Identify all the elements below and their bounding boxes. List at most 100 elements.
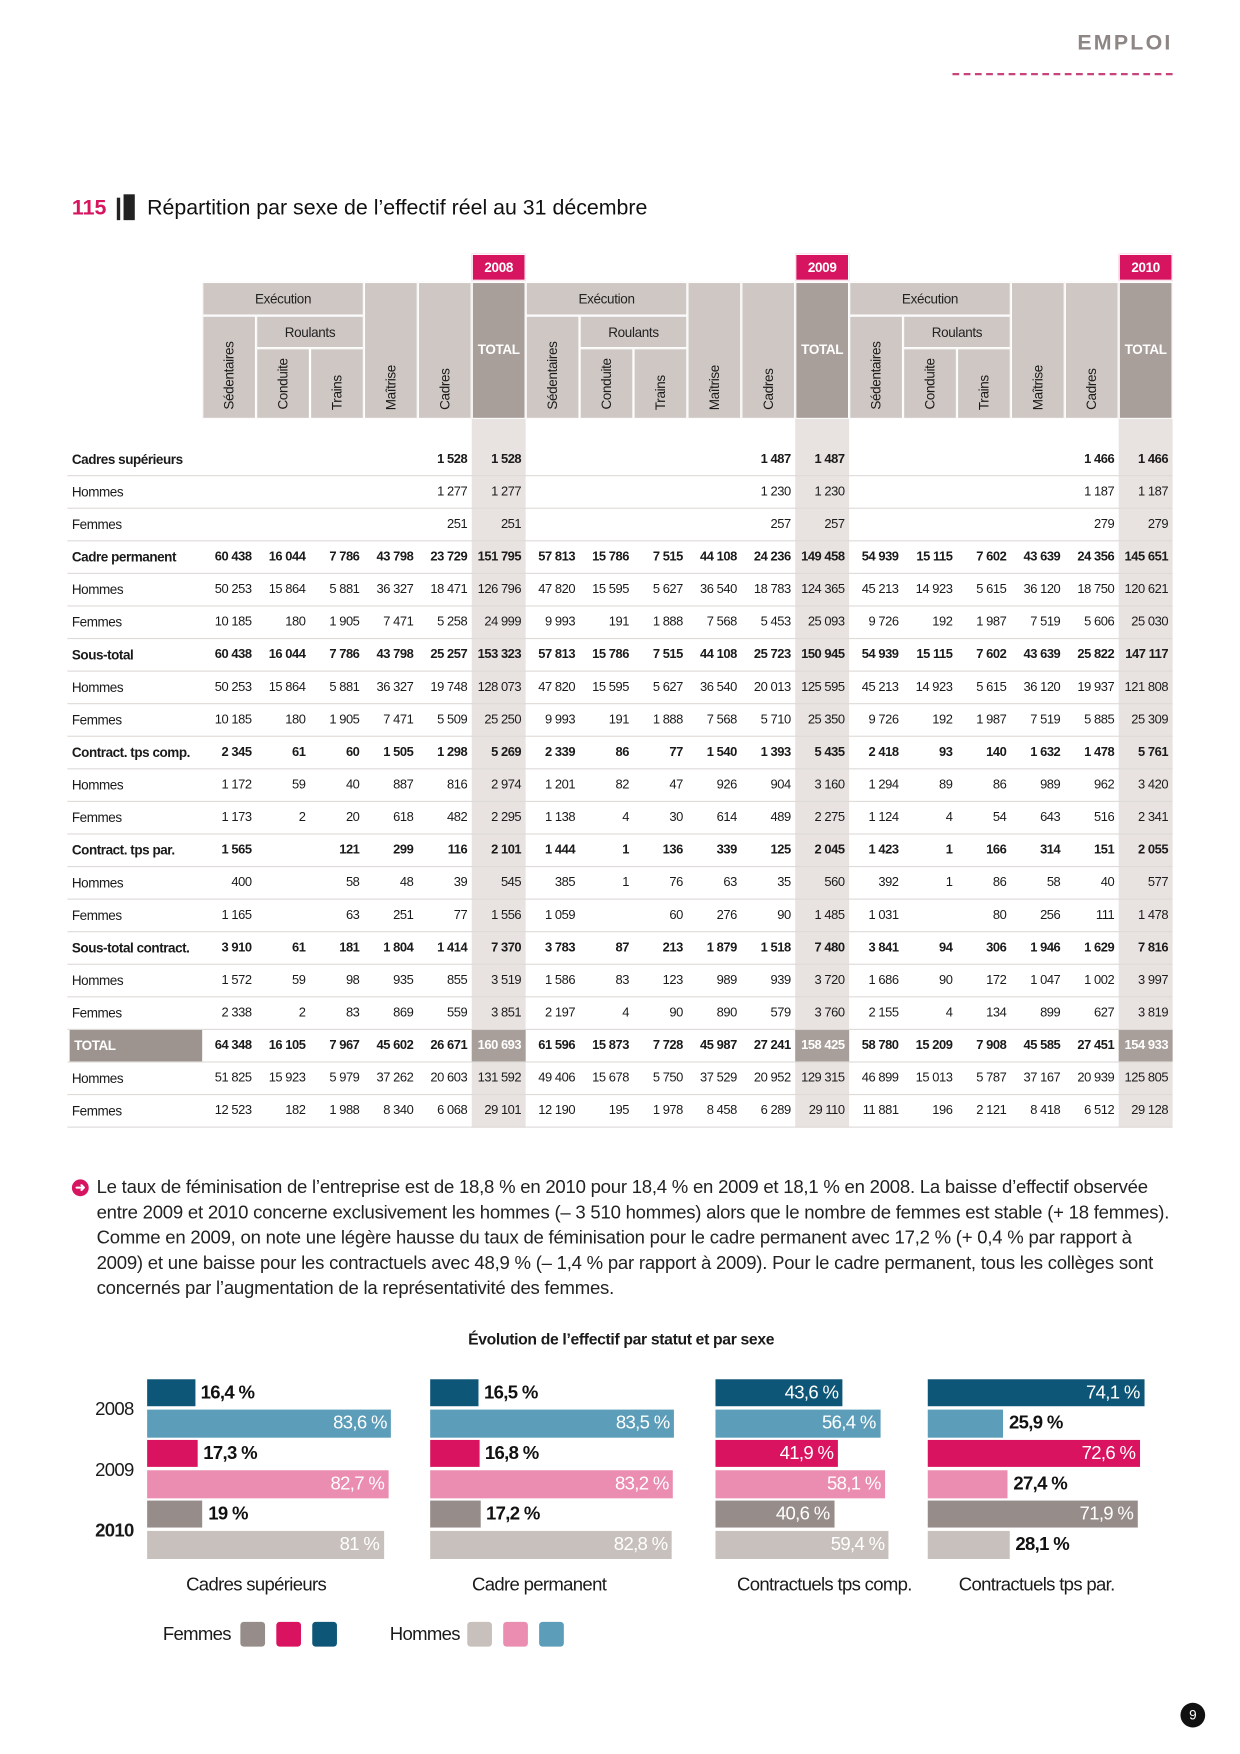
table-cell: 5 750 (652, 1071, 684, 1086)
table-cell: 7 370 (491, 941, 522, 955)
table-cell: 158 425 (795, 1029, 850, 1062)
table-cell: 40 (345, 778, 360, 792)
paragraph: Le taux de féminisation de l’entreprise … (96, 1177, 1170, 1299)
table-cell: 180 (285, 713, 306, 727)
table-cell: 29 101 (484, 1104, 522, 1118)
title-icon-thin (116, 197, 121, 221)
table-cell: 5 435 (814, 745, 846, 760)
table-cell: 47 820 (538, 680, 576, 695)
row-rule (67, 703, 1173, 705)
table-cell: 1 804 (383, 941, 414, 955)
value-label: 41,9 % (779, 1442, 834, 1463)
table-cell: 904 (770, 778, 792, 792)
table-cell: 1 201 (544, 778, 576, 792)
table-cell: 160 693 (471, 1029, 526, 1062)
legend-swatch (312, 1621, 337, 1647)
value-label: 71,9 % (1079, 1503, 1134, 1524)
table-cell: 339 (716, 843, 738, 857)
table-cell: 643 (1040, 810, 1061, 825)
table-cell: 83 (345, 1006, 360, 1020)
table-cell: 40 (1100, 876, 1115, 890)
value-label: 59,4 % (830, 1534, 885, 1555)
chart-caption: Cadre permanent (472, 1574, 607, 1595)
table-cell: 25 723 (753, 648, 791, 662)
row-label: Hommes (71, 972, 124, 989)
table-cell: 989 (716, 973, 738, 988)
table-cell: 926 (716, 778, 738, 792)
table-cell: 6 512 (1084, 1104, 1115, 1118)
header-column-text: Sédentaires (221, 341, 237, 410)
table-cell: 121 (339, 843, 360, 857)
table-cell: 43 639 (1023, 550, 1061, 564)
row-rule (67, 931, 1173, 933)
table-cell: 7 519 (1030, 615, 1061, 629)
table-cell: 5 615 (976, 582, 1007, 597)
table-cell: 869 (393, 1006, 414, 1020)
table-cell: 5 509 (437, 713, 468, 727)
table-cell: 392 (878, 876, 899, 890)
header-column-text: Conduite (598, 358, 615, 410)
table-cell: 116 (447, 843, 468, 857)
table-cell: 2 275 (814, 810, 846, 825)
table-cell: 1 172 (221, 778, 253, 792)
table-cell: 2 339 (544, 745, 576, 760)
table-cell: 7 602 (976, 550, 1007, 564)
table-cell: 5 881 (329, 582, 360, 597)
bar (715, 1500, 835, 1528)
table-cell: 35 (777, 876, 791, 890)
table-cell: 2 341 (1138, 810, 1169, 825)
row-label: Femmes (71, 614, 122, 631)
row-label: Femmes (71, 516, 122, 533)
table-cell: 123 (662, 973, 684, 988)
table-cell: 181 (339, 941, 360, 955)
table-cell: 251 (500, 517, 522, 532)
table-cell: 1 988 (329, 1104, 360, 1118)
table-cell: 25 309 (1131, 713, 1169, 727)
table-cell: 2 (298, 810, 306, 825)
value-label: 17,2 % (486, 1503, 540, 1524)
table-number: 115 (71, 196, 107, 221)
table-cell: 1 277 (437, 485, 468, 499)
table-cell: 9 726 (868, 713, 899, 727)
table-cell: 64 348 (214, 1038, 252, 1053)
row-rule (67, 637, 1173, 640)
chart-caption: Cadres supérieurs (186, 1574, 327, 1595)
bar (927, 1470, 1008, 1499)
figure-title: Évolution de l’effectif par statut et pa… (468, 1329, 775, 1348)
table-cell: 36 327 (376, 680, 414, 695)
table-cell: 111 (1095, 908, 1115, 923)
legend-swatch (503, 1621, 528, 1647)
table-cell: 7 967 (329, 1038, 360, 1053)
table-cell: 58 780 (861, 1038, 899, 1053)
table-cell: 195 (608, 1104, 630, 1118)
table-cell: 37 529 (699, 1071, 737, 1086)
table-cell: 614 (716, 810, 738, 825)
table-cell: 25 250 (484, 713, 522, 727)
table-cell: 15 786 (592, 648, 629, 662)
table-cell: 151 795 (477, 550, 522, 564)
table-cell: 3 720 (814, 973, 846, 988)
table-cell: 251 (447, 517, 468, 532)
table-cell: 125 595 (801, 680, 845, 695)
table-cell: 1 879 (706, 941, 738, 955)
table-cell: 257 (824, 517, 845, 532)
table-cell: 86 (615, 745, 630, 760)
bar (715, 1379, 843, 1407)
table-cell: 5 761 (1138, 745, 1169, 760)
row-rule (67, 833, 1173, 835)
table-cell: 887 (393, 778, 414, 792)
table-cell: 191 (608, 713, 630, 727)
table-cell: 2 055 (1138, 843, 1169, 857)
table-cell: 90 (669, 1006, 683, 1020)
table-cell: 94 (938, 941, 953, 955)
paragraph-arrow: ➜ (71, 1179, 89, 1197)
table-cell: 20 939 (1077, 1071, 1115, 1086)
row-rule (67, 1093, 1173, 1096)
table-cell: 1 572 (221, 973, 253, 988)
table-cell: 182 (285, 1104, 306, 1118)
table-cell: 1 888 (652, 615, 684, 629)
table-cell: 855 (447, 973, 468, 988)
table-cell: 1 987 (976, 615, 1007, 629)
bar (715, 1439, 838, 1467)
table-cell: 2 121 (976, 1104, 1007, 1118)
